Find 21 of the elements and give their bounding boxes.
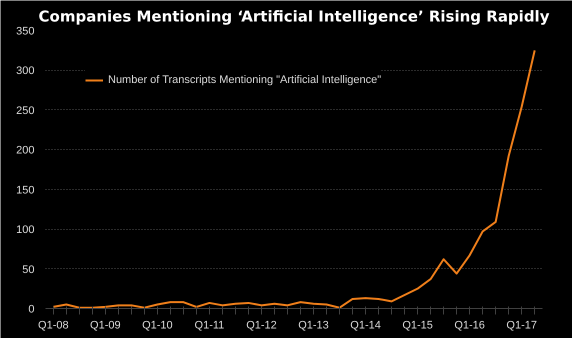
y-tick-label: 250 bbox=[16, 104, 35, 117]
y-tick-label: 300 bbox=[16, 65, 35, 78]
y-tick-label: 200 bbox=[16, 144, 35, 157]
x-tick-label: Q1-17 bbox=[506, 320, 537, 332]
x-tick-label: Q1-15 bbox=[402, 320, 433, 332]
x-tick-label: Q1-08 bbox=[38, 320, 69, 332]
x-tick-label: Q1-09 bbox=[90, 320, 121, 332]
x-tick-label: Q1-14 bbox=[350, 320, 381, 332]
x-tick-label: Q1-10 bbox=[142, 320, 173, 332]
y-tick-label: 350 bbox=[16, 26, 35, 38]
x-tick-label: Q1-12 bbox=[246, 320, 277, 332]
y-tick-label: 50 bbox=[22, 264, 35, 276]
legend-label: Number of Transcripts Mentioning "Artificial Intelligence" bbox=[108, 74, 382, 86]
x-tick-label: Q1-13 bbox=[298, 320, 329, 332]
y-tick-label: 100 bbox=[16, 224, 35, 236]
x-tick-label: Q1-11 bbox=[194, 320, 224, 332]
chart-title: Companies Mentioning ‘Artificial Intelligence’ Rising Rapidly bbox=[38, 8, 550, 26]
y-tick-label: 150 bbox=[16, 184, 35, 196]
y-tick-label: 0 bbox=[28, 304, 35, 316]
x-tick-label: Q1-16 bbox=[454, 320, 485, 332]
line-series bbox=[52, 49, 536, 308]
